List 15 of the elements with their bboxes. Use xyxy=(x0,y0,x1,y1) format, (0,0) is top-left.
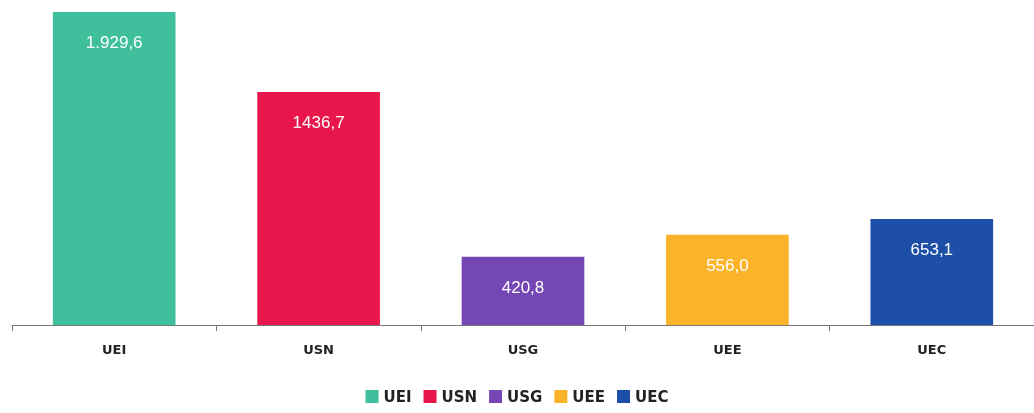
legend-label: UEI xyxy=(383,387,412,406)
legend-label: USN xyxy=(441,387,478,406)
x-tick-label: UEE xyxy=(713,342,742,357)
data-label: 1.929,6 xyxy=(85,33,143,52)
x-tick-label: UEI xyxy=(102,342,127,357)
data-label: 420,8 xyxy=(501,277,545,297)
x-tick-label: USN xyxy=(303,342,335,357)
legend-label: UEE xyxy=(572,387,606,406)
x-tick-label: USG xyxy=(507,342,539,357)
x-tick-label: UEC xyxy=(917,342,947,357)
data-label: 653,1 xyxy=(910,240,954,260)
legend-label: USG xyxy=(507,387,543,406)
data-label: 556,0 xyxy=(706,255,749,275)
data-label: 1436,7 xyxy=(292,112,345,132)
legend-label: UEC xyxy=(635,387,669,406)
